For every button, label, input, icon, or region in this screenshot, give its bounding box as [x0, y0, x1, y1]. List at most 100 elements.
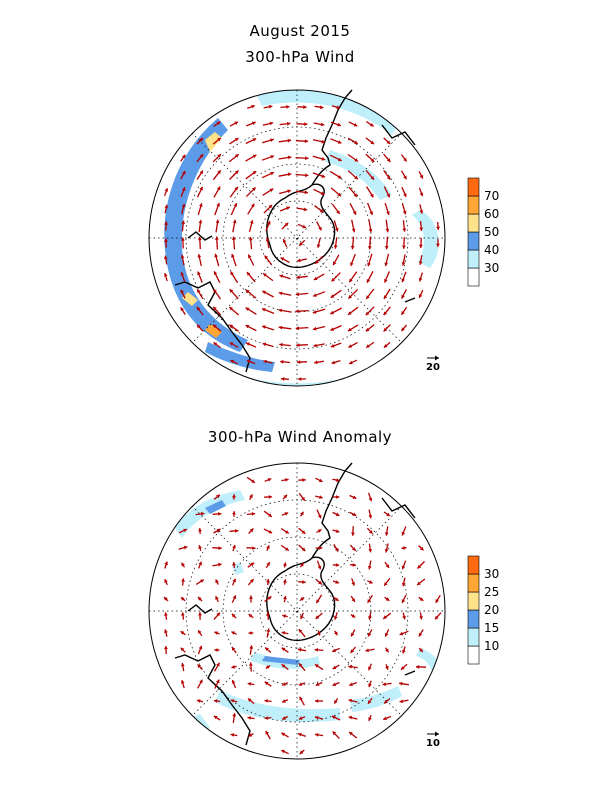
- wind-vector-head: [250, 562, 255, 567]
- wind-vector-head: [368, 717, 372, 721]
- wind-vector-head: [251, 479, 255, 483]
- wind-vector-head: [312, 310, 317, 314]
- wind-vector-head: [351, 532, 355, 536]
- wind-vector-head: [419, 546, 424, 551]
- wind-vector-head: [370, 193, 374, 198]
- wind-vector-head: [198, 528, 202, 532]
- wind-vector-head: [299, 696, 303, 701]
- wind-vector-head: [262, 290, 266, 295]
- wind-vector-head: [436, 226, 440, 230]
- wind-vector-head: [281, 664, 286, 668]
- wind-vector-head: [384, 262, 389, 267]
- wind-vector-head: [265, 665, 270, 669]
- month-title: August 2015: [249, 22, 351, 40]
- wind-vector-head: [266, 545, 270, 549]
- wind-vector-head: [164, 612, 168, 616]
- wind-vector-head: [333, 616, 338, 620]
- wind-vector-head: [349, 682, 353, 687]
- wind-vector-head: [331, 715, 336, 720]
- wind-vector-head: [330, 344, 335, 348]
- wind-vector-head: [233, 203, 238, 207]
- wind-vector-head: [370, 140, 375, 145]
- wind-vector-head: [287, 155, 292, 160]
- wind-vector-head: [234, 186, 238, 191]
- wind-vector-head: [419, 174, 424, 179]
- wind-vector-head: [230, 699, 235, 703]
- wind-vector-head: [164, 579, 168, 583]
- wind-vector-head: [312, 326, 317, 331]
- wind-vector-head: [403, 157, 407, 162]
- wind-vector-head: [268, 104, 273, 109]
- wind-vector-head: [231, 647, 236, 651]
- wind-vector-head: [334, 699, 338, 704]
- wind-vector-head: [368, 548, 373, 553]
- wind-vector-head: [401, 599, 406, 603]
- wind-vector-head: [232, 511, 236, 515]
- wind-vector-head: [351, 582, 355, 586]
- wind-vector-head: [234, 121, 238, 125]
- wind-vector-head: [229, 289, 234, 293]
- wind-vector-head: [367, 566, 372, 570]
- wind-vector-head: [247, 716, 251, 720]
- wind-vector-head: [297, 258, 301, 263]
- wind-vector-head: [336, 105, 340, 110]
- wind-vector-head: [352, 563, 356, 567]
- wind-vector-head: [249, 528, 254, 533]
- wind-vector-head: [232, 494, 236, 498]
- anomaly-map: 10 10 15 20 25 30: [148, 462, 499, 760]
- wind-vector-head: [181, 187, 186, 191]
- wind-vector-head: [349, 360, 353, 365]
- wind-vector-head: [198, 612, 202, 616]
- wind-vector-head: [246, 289, 250, 294]
- wind-vector-head: [401, 294, 405, 299]
- wind-vector-head: [249, 645, 254, 649]
- wind-vector-head: [231, 253, 235, 258]
- wind-vector-head: [278, 308, 283, 313]
- wind-vector-head: [197, 236, 202, 241]
- anomaly-map-title: 300-hPa Wind Anomaly: [207, 428, 393, 446]
- wind-vector-head: [298, 377, 302, 381]
- wind-vector-head: [266, 628, 271, 632]
- wind-vector-head: [353, 123, 358, 127]
- wind-vector-head: [385, 666, 389, 670]
- wind-vector-head: [198, 645, 203, 650]
- wind-vector-head: [285, 530, 289, 534]
- wind-vector-head: [334, 547, 339, 552]
- wind-vector-head: [218, 512, 222, 516]
- wind-vector-head: [282, 699, 286, 703]
- wind-vector-head: [249, 494, 253, 499]
- wind-vector-head: [267, 596, 272, 600]
- wind-vector-head: [305, 156, 309, 161]
- wind-vector-head: [252, 171, 257, 175]
- wind-vector-head: [351, 632, 355, 637]
- wind-vector-head: [365, 311, 370, 316]
- wind-vector-head: [262, 325, 266, 329]
- wind-vector-head: [319, 495, 323, 499]
- wind-vector-head: [269, 188, 274, 192]
- wind-vector-head: [384, 246, 389, 250]
- wind-vector-head: [334, 597, 339, 601]
- anomaly-colorbar-label-10: 10: [484, 639, 499, 653]
- wind-vector-head: [217, 137, 221, 142]
- wind-vector-head: [230, 271, 234, 276]
- wind-vector-head: [419, 597, 424, 601]
- wind-vector-head: [283, 562, 287, 566]
- wind-vector-head: [313, 276, 318, 280]
- wind-vector-head: [368, 700, 372, 704]
- wind-vector-head: [401, 262, 406, 266]
- wind-vector-head: [198, 219, 203, 224]
- wind-vector-head: [368, 683, 372, 688]
- wind-vector-head: [181, 237, 185, 241]
- wind-vector-head: [401, 278, 405, 283]
- wind-vector-head: [330, 310, 334, 315]
- wind-vector-head: [368, 228, 373, 233]
- wind-vector-head: [401, 565, 406, 570]
- wind-vector-head: [418, 632, 423, 637]
- wind-vector-head: [252, 121, 256, 126]
- wind-vector-head: [252, 154, 257, 159]
- wind-vector-head: [181, 220, 186, 224]
- wind-vector-head: [234, 138, 239, 142]
- wind-reference-label: 20: [426, 362, 440, 373]
- wind-vector-head: [213, 342, 218, 346]
